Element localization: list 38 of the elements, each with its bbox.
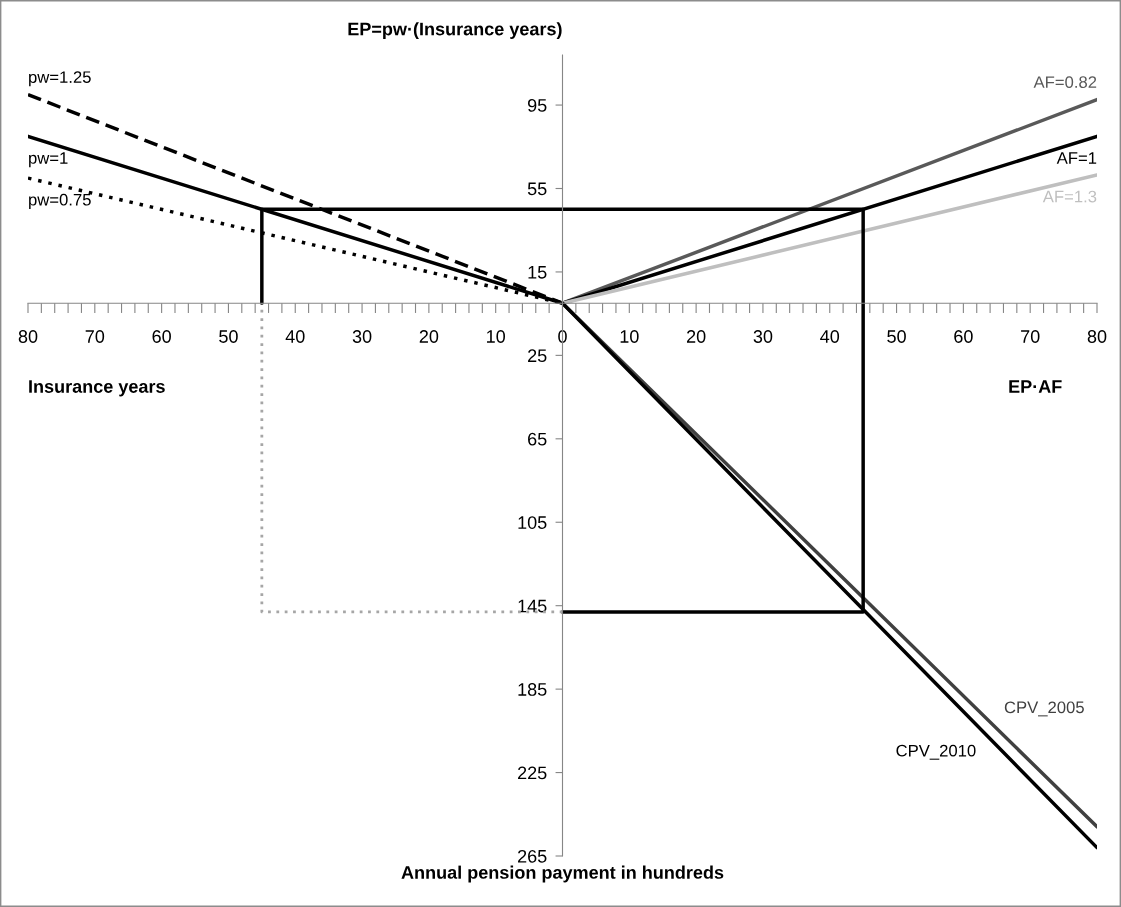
annotation: Insurance years bbox=[29, 380, 165, 397]
y-tick-label: 15 bbox=[528, 266, 547, 279]
x-tick-label: 40 bbox=[820, 330, 840, 343]
y-tick-label: 185 bbox=[518, 683, 547, 696]
x-tick-label: 80 bbox=[18, 330, 38, 343]
y-tick-label: 225 bbox=[518, 766, 547, 780]
x-tick-label: 60 bbox=[152, 330, 171, 343]
series-label: AF=1 bbox=[1056, 152, 1097, 164]
y-tick-label: 55 bbox=[527, 182, 547, 196]
x-tick-label: 80 bbox=[1087, 330, 1107, 343]
x-tick-label: 70 bbox=[85, 330, 105, 343]
x-axis-title: EP·AF bbox=[1009, 380, 1062, 393]
x-tick-label: 30 bbox=[753, 330, 773, 343]
series-label: CPV_2005 bbox=[1004, 701, 1084, 717]
x-tick-label: 40 bbox=[285, 330, 305, 343]
x-tick-label: 50 bbox=[887, 330, 906, 343]
series-label: pw=1.25 bbox=[29, 71, 91, 87]
y-tick-label: 265 bbox=[518, 849, 547, 863]
series-label: pw=0.75 bbox=[29, 193, 91, 209]
series-label: CPV_2010 bbox=[896, 744, 976, 760]
series-label: AF=0.82 bbox=[1033, 76, 1097, 89]
x-tick-label: 50 bbox=[219, 330, 238, 343]
y-axis-title: EP=pw·(Insurance years) bbox=[348, 22, 562, 39]
x-tick-label: 70 bbox=[1021, 330, 1040, 343]
x-tick-label: 20 bbox=[686, 330, 706, 343]
x-tick-label: 10 bbox=[620, 330, 639, 343]
series-label: pw=1 bbox=[29, 152, 68, 168]
x-tick-label: 60 bbox=[954, 330, 973, 343]
y-tick-label: 145 bbox=[518, 599, 547, 613]
series-label: AF=1.3 bbox=[1042, 190, 1097, 203]
y-tick-label: 105 bbox=[518, 516, 547, 529]
text: Annual pension payment in hundreds bbox=[401, 865, 724, 883]
x-tick-label: 20 bbox=[419, 330, 439, 343]
y-tick-label: 95 bbox=[527, 99, 547, 112]
y-tick-label: 25 bbox=[528, 349, 547, 363]
x-tick-label: 10 bbox=[487, 330, 506, 343]
x-tick-label: 30 bbox=[352, 330, 372, 343]
y-tick-label: 65 bbox=[528, 432, 547, 446]
